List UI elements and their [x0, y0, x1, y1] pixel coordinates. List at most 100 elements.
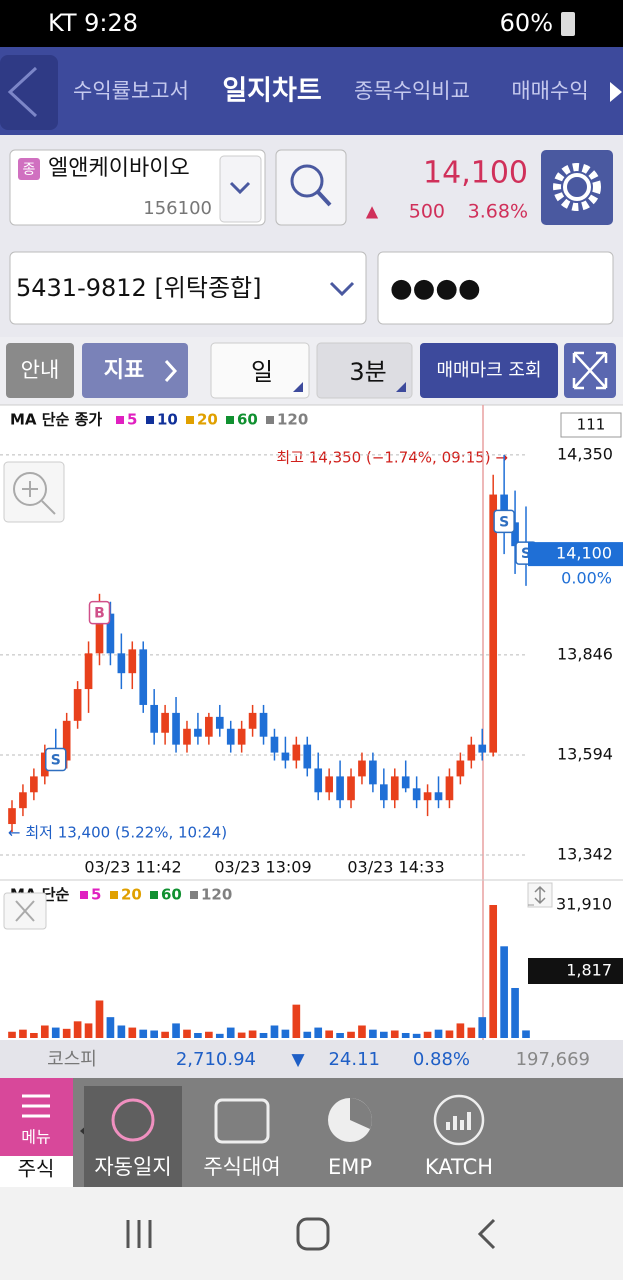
battery-icon [561, 12, 575, 36]
change-pct: 3.68% [468, 201, 528, 223]
volume-bar [62, 1028, 71, 1038]
candle-body [259, 712, 268, 737]
volume-bar [259, 1032, 268, 1038]
account-box[interactable] [9, 251, 367, 325]
trade-mark-label: B [94, 606, 105, 622]
legend-title: MA 단순 종가 [10, 411, 102, 429]
volume-bar [456, 1023, 465, 1038]
search-button[interactable] [275, 149, 347, 226]
menu-label: 메뉴 [21, 1128, 50, 1147]
nav-icon[interactable] [214, 1098, 270, 1144]
recent-apps[interactable] [126, 1220, 152, 1248]
volume-bar [84, 1023, 93, 1038]
guide-button[interactable] [6, 343, 74, 398]
legend-swatch [226, 416, 234, 424]
volume-bar [8, 1031, 16, 1038]
legend-label: 120 [277, 411, 308, 429]
volume-bar [314, 1027, 323, 1038]
trade-mark-label: S [499, 514, 509, 530]
nav-icon [111, 1098, 155, 1142]
x-label: 03/23 13:09 [214, 858, 311, 877]
candle-body [478, 744, 487, 753]
tab-bar [0, 47, 623, 135]
trade-mark [44, 747, 67, 772]
volume-bar [270, 1025, 279, 1038]
nav-item-active[interactable] [84, 1086, 182, 1187]
volume-bar [292, 1004, 301, 1038]
chevron [164, 359, 178, 383]
volume-bar [73, 1021, 82, 1038]
trade-marks-button[interactable] [420, 343, 558, 398]
section-label: 주식 [18, 1157, 55, 1181]
current-price-box [528, 542, 623, 567]
chevron [329, 281, 355, 297]
interval-button[interactable] [316, 342, 413, 399]
legend-swatch [190, 891, 198, 899]
volume-bar [511, 987, 519, 1038]
chevron [229, 181, 251, 195]
volume-bar [30, 1032, 38, 1038]
candle-body [215, 716, 224, 729]
nav-icon[interactable] [433, 1094, 485, 1146]
candle-body [117, 653, 126, 674]
volume-bar [336, 1032, 344, 1038]
back-button[interactable] [477, 1218, 496, 1250]
more-arrow [610, 82, 622, 102]
zoom-icon-detail [22, 481, 56, 515]
candle-body [380, 784, 388, 801]
index-volume: 197,669 [516, 1049, 590, 1070]
gear-center [563, 173, 591, 201]
volume-bar [237, 1032, 246, 1038]
legend-label: 20 [197, 411, 218, 429]
tab[interactable]: 종목수익비교 [354, 79, 470, 103]
candle-body [292, 744, 301, 761]
candle-body [369, 760, 377, 785]
candle-body [248, 712, 257, 729]
volume-bar [467, 1027, 476, 1038]
candle-body [314, 768, 323, 793]
candle-body [445, 776, 454, 801]
volume-bar [150, 1030, 158, 1038]
volume-bar [248, 1030, 257, 1038]
candle-body [95, 613, 104, 654]
candle-body [128, 649, 137, 674]
index-bar [0, 1040, 623, 1078]
legend-swatch [150, 891, 158, 899]
corner-arrow [293, 382, 303, 392]
legend-label: 60 [237, 411, 258, 429]
battery: 60% [500, 9, 553, 37]
candle-body [281, 752, 290, 761]
settings-button[interactable] [541, 150, 613, 225]
section-tab[interactable] [0, 1156, 73, 1187]
guide-label: 안내 [21, 358, 60, 382]
indicator-button[interactable] [82, 343, 188, 398]
password-box[interactable] [377, 251, 614, 325]
price-chart: MA 단순 종가 111 최고 14,350 (−1.74%, 09:15) →… [0, 405, 623, 1040]
candle-body [30, 776, 38, 793]
period-label: 일 [251, 358, 273, 386]
tab-active[interactable]: 일지차트 [222, 76, 321, 107]
indicator-label: 지표 [104, 358, 144, 383]
candle-body [347, 776, 355, 801]
candle-body [226, 728, 235, 745]
tab[interactable]: 수익률보고서 [73, 79, 189, 103]
volume-bar [106, 1017, 115, 1038]
tab[interactable]: 매매수익 [511, 79, 588, 103]
legend-label: 5 [91, 886, 101, 904]
volume-bar [380, 1031, 388, 1038]
y-tick-label: 14,350 [557, 444, 613, 463]
candle-body [205, 716, 213, 737]
volume-bar [489, 905, 498, 1038]
nav-label: 주식대여 [203, 1155, 280, 1179]
candle-body [336, 776, 344, 801]
period-button[interactable] [210, 342, 310, 399]
volume-bar [161, 1031, 169, 1038]
home-button[interactable] [296, 1217, 330, 1251]
volume-bar [183, 1029, 191, 1038]
stock-code: 156100 [143, 198, 212, 219]
stock-box[interactable] [9, 149, 266, 226]
back-tab[interactable] [0, 55, 58, 130]
dropdown[interactable] [219, 155, 262, 223]
